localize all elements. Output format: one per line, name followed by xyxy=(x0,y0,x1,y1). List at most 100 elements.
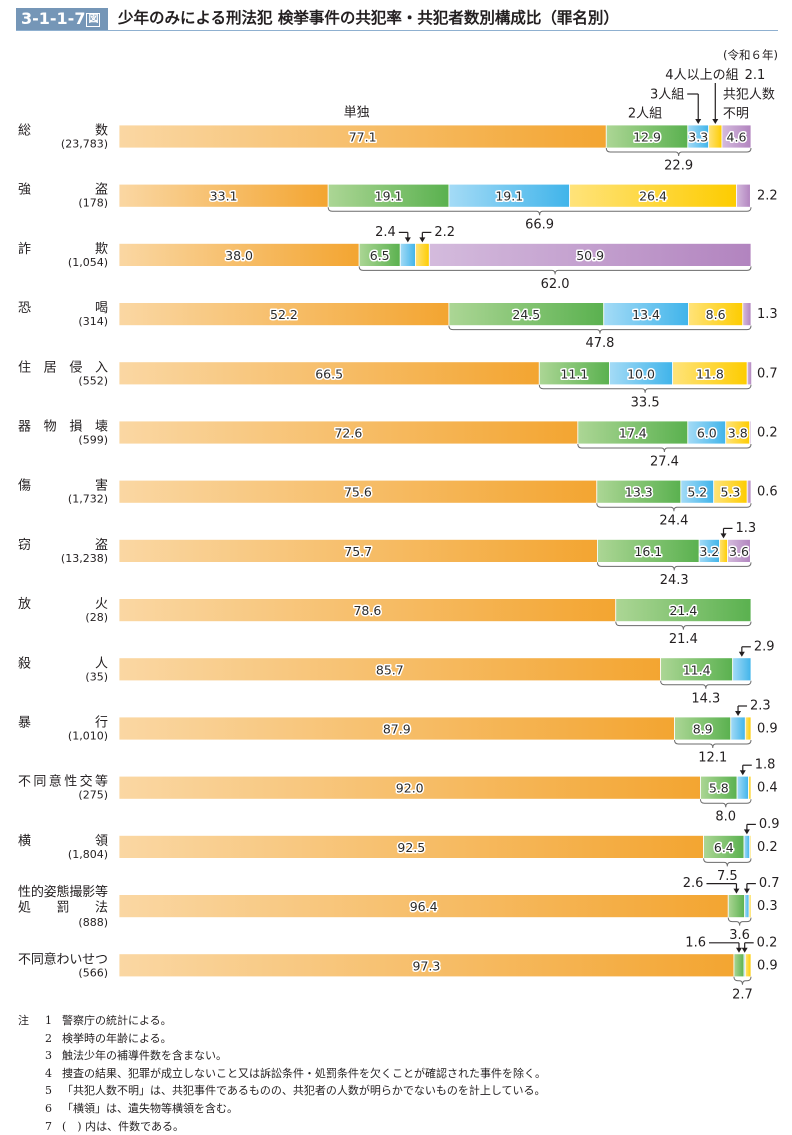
value-label: 38.0 xyxy=(225,248,253,263)
value-label: 12.9 xyxy=(633,130,661,145)
value-label: 85.7 xyxy=(376,662,404,677)
coop-total-label: 62.0 xyxy=(541,277,570,292)
bar-segment-four-plus xyxy=(719,539,729,563)
bar-segment-four-plus xyxy=(744,716,752,741)
coop-total-label: 24.3 xyxy=(660,573,689,588)
value-label: 77.1 xyxy=(349,130,377,145)
case-count: (28) xyxy=(85,611,108,624)
bar-segment-four-plus xyxy=(708,124,723,149)
legend-unknown-line2: 不明 xyxy=(723,107,749,122)
footnote-number: 4 xyxy=(45,1066,52,1080)
coop-total-brace xyxy=(727,917,752,926)
value-label: 96.4 xyxy=(410,899,438,914)
footnote-number: 6 xyxy=(45,1102,52,1115)
value-label: 11.4 xyxy=(683,662,711,677)
case-count: (1,732) xyxy=(68,493,108,506)
figure-title: 少年のみによる刑法犯 検挙事件の共犯率・共犯者数別構成比（罪名別） xyxy=(118,9,619,27)
value-label: 3.3 xyxy=(688,130,708,145)
value-label: 17.4 xyxy=(619,426,647,441)
value-label: 0.2 xyxy=(757,840,778,855)
coop-total-brace xyxy=(660,680,752,689)
value-label: 0.3 xyxy=(757,899,778,914)
footnote-number: 2 xyxy=(45,1031,52,1045)
category-label: 処罰法 xyxy=(18,901,108,916)
arrowhead-icon xyxy=(735,947,742,953)
coop-total-brace xyxy=(327,207,752,216)
value-label: 2.4 xyxy=(375,225,396,240)
value-label: 52.2 xyxy=(270,307,298,322)
coop-total-label: 33.5 xyxy=(631,395,660,410)
case-count: (552) xyxy=(78,374,108,387)
case-count: (35) xyxy=(85,670,108,683)
footnote-text: 触法少年の補導件数を含まない。 xyxy=(62,1049,227,1063)
value-label: 4.6 xyxy=(727,130,747,145)
category-label: 放火 xyxy=(18,597,108,612)
value-label: 5.3 xyxy=(721,485,741,500)
footnote-text: 「横領」は、遺失物等横領を含む。 xyxy=(62,1102,238,1115)
value-label: 3.8 xyxy=(728,426,748,441)
case-count: (1,010) xyxy=(68,730,108,743)
bar-segment-pair xyxy=(727,894,746,918)
value-label: 2.6 xyxy=(683,876,704,891)
category-label: 殺人 xyxy=(18,656,108,671)
bar-segment-unknown xyxy=(749,420,752,445)
value-label: 33.1 xyxy=(210,189,238,204)
coop-total-brace xyxy=(596,503,752,512)
category-label: 総数 xyxy=(18,124,108,139)
value-label: 19.1 xyxy=(375,189,403,204)
value-label: 16.1 xyxy=(634,544,662,559)
value-label: 75.6 xyxy=(344,485,372,500)
coop-total-brace xyxy=(615,621,752,630)
category-label: 暴行 xyxy=(18,716,108,731)
arrowhead-icon xyxy=(720,533,727,539)
value-label: 72.6 xyxy=(334,426,362,441)
value-label: 26.4 xyxy=(639,189,667,204)
coop-total-label: 21.4 xyxy=(669,632,698,647)
case-count: (178) xyxy=(78,197,108,210)
bar-segment-trio xyxy=(732,657,752,682)
value-label: 0.7 xyxy=(757,366,778,381)
bar-segment-four-plus xyxy=(748,894,752,918)
coop-total-label: 8.0 xyxy=(715,810,736,825)
value-label: 19.1 xyxy=(495,189,523,204)
footnote-text: 検挙時の年齢による。 xyxy=(62,1031,172,1045)
bar-segment-unknown xyxy=(428,242,752,267)
value-label: 1.6 xyxy=(685,935,706,950)
arrowhead-icon xyxy=(743,888,750,894)
legend-pair: 2人組 xyxy=(628,107,662,122)
figure-number-badge: 3-1-1-7 図 xyxy=(16,8,108,30)
arrowhead-icon xyxy=(739,770,746,776)
footnote-number: 7 xyxy=(45,1119,52,1133)
footnote-number: 5 xyxy=(45,1084,52,1098)
value-label: 0.2 xyxy=(757,426,778,441)
stacked-bar-chart: (令和６年) 総数(23,783) 77.1 12.9 3.3 4.6 22.9 強盗(178… xyxy=(18,48,780,1002)
value-label: 1.3 xyxy=(757,307,778,322)
legend-solo: 単独 xyxy=(344,105,370,121)
legend-four-plus: 4人以上の組 2.1 xyxy=(665,68,765,83)
category-label: 詐欺 xyxy=(18,241,108,257)
bar-segment-unknown xyxy=(721,124,752,149)
category-label: 器物損壊 xyxy=(18,420,108,435)
value-label: 3.2 xyxy=(699,544,719,559)
coop-total-brace xyxy=(733,976,752,985)
footnote-text: 「共犯人数不明」は、共犯事件であるものの、共犯者の人数が明らかでないものを計上し… xyxy=(62,1084,546,1098)
value-label: 66.5 xyxy=(315,366,343,381)
bar-segment-trio xyxy=(743,835,751,859)
value-label: 87.9 xyxy=(383,722,411,737)
coop-total-label: 22.9 xyxy=(664,159,693,174)
value-label: 97.3 xyxy=(413,958,441,973)
case-count: (566) xyxy=(78,966,108,979)
arrowhead-icon xyxy=(419,237,426,243)
figure-number: 3-1-1-7 xyxy=(21,9,86,28)
coop-total-brace xyxy=(358,266,752,275)
value-label: 10.0 xyxy=(627,366,655,381)
bar-segment-four-plus xyxy=(749,835,752,859)
value-label: 0.6 xyxy=(757,485,778,500)
legend-four-plus-label: 4人以上の組 xyxy=(665,68,738,83)
arrowhead-icon xyxy=(695,119,702,124)
value-label: 0.2 xyxy=(757,935,778,950)
value-label: 1.3 xyxy=(736,521,757,536)
legend-unknown-line1: 共犯人数 xyxy=(723,88,775,103)
coop-total-brace xyxy=(674,739,752,749)
coop-total-brace xyxy=(538,384,752,393)
